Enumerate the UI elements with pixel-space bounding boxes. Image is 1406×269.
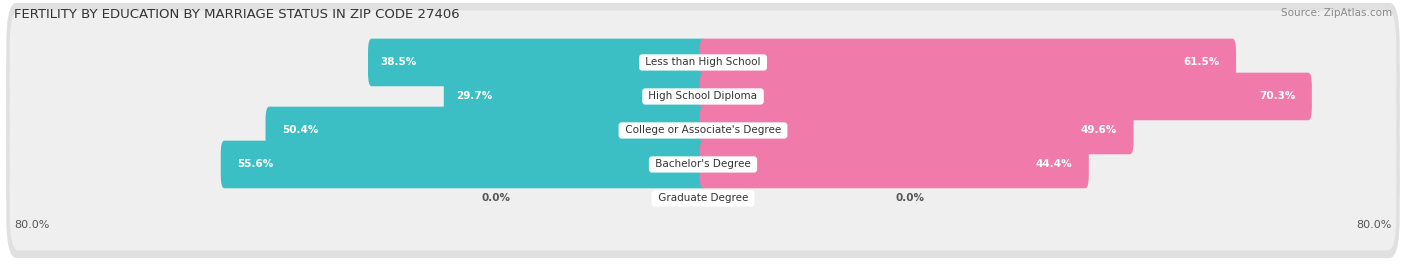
Text: FERTILITY BY EDUCATION BY MARRIAGE STATUS IN ZIP CODE 27406: FERTILITY BY EDUCATION BY MARRIAGE STATU… bbox=[14, 8, 460, 21]
FancyBboxPatch shape bbox=[6, 3, 1400, 122]
FancyBboxPatch shape bbox=[700, 107, 1133, 154]
FancyBboxPatch shape bbox=[6, 139, 1400, 258]
FancyBboxPatch shape bbox=[10, 10, 1396, 114]
FancyBboxPatch shape bbox=[700, 39, 1236, 86]
FancyBboxPatch shape bbox=[10, 79, 1396, 182]
Text: Less than High School: Less than High School bbox=[643, 58, 763, 68]
Text: Source: ZipAtlas.com: Source: ZipAtlas.com bbox=[1281, 8, 1392, 18]
Text: 44.4%: 44.4% bbox=[1036, 160, 1073, 169]
FancyBboxPatch shape bbox=[6, 105, 1400, 224]
Text: 70.3%: 70.3% bbox=[1260, 91, 1295, 101]
Text: 50.4%: 50.4% bbox=[281, 125, 318, 136]
Text: 55.6%: 55.6% bbox=[238, 160, 273, 169]
Text: Graduate Degree: Graduate Degree bbox=[655, 193, 751, 203]
FancyBboxPatch shape bbox=[10, 147, 1396, 250]
FancyBboxPatch shape bbox=[700, 141, 1088, 188]
Text: College or Associate's Degree: College or Associate's Degree bbox=[621, 125, 785, 136]
FancyBboxPatch shape bbox=[221, 141, 706, 188]
Text: Bachelor's Degree: Bachelor's Degree bbox=[652, 160, 754, 169]
FancyBboxPatch shape bbox=[368, 39, 706, 86]
FancyBboxPatch shape bbox=[266, 107, 706, 154]
Text: 49.6%: 49.6% bbox=[1081, 125, 1118, 136]
Text: High School Diploma: High School Diploma bbox=[645, 91, 761, 101]
Text: 38.5%: 38.5% bbox=[380, 58, 416, 68]
FancyBboxPatch shape bbox=[6, 37, 1400, 156]
FancyBboxPatch shape bbox=[10, 112, 1396, 217]
FancyBboxPatch shape bbox=[700, 73, 1312, 120]
Text: 0.0%: 0.0% bbox=[481, 193, 510, 203]
FancyBboxPatch shape bbox=[10, 44, 1396, 148]
FancyBboxPatch shape bbox=[444, 73, 706, 120]
FancyBboxPatch shape bbox=[6, 71, 1400, 190]
Text: 80.0%: 80.0% bbox=[14, 220, 49, 230]
Text: 0.0%: 0.0% bbox=[896, 193, 925, 203]
Text: 80.0%: 80.0% bbox=[1357, 220, 1392, 230]
Text: 29.7%: 29.7% bbox=[456, 91, 492, 101]
Text: 61.5%: 61.5% bbox=[1184, 58, 1219, 68]
